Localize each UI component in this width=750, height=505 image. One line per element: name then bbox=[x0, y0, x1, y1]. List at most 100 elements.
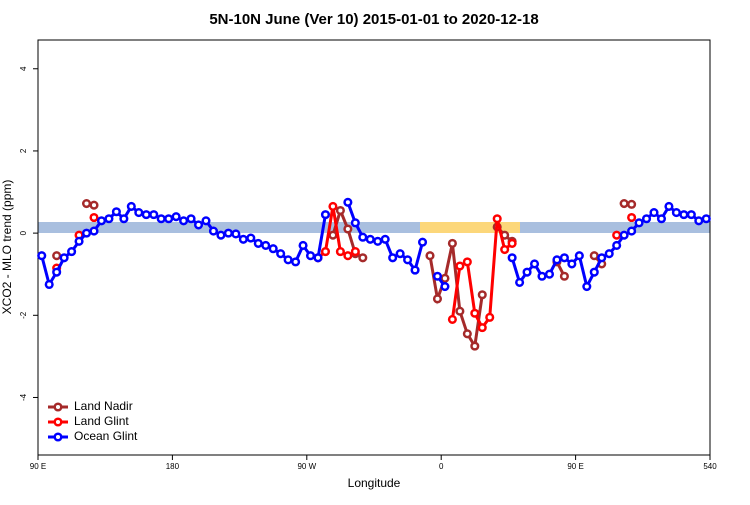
data-point bbox=[612, 240, 622, 250]
data-point bbox=[627, 212, 637, 223]
data-point bbox=[126, 201, 136, 211]
legend-label: Land Glint bbox=[74, 414, 129, 428]
data-point bbox=[328, 230, 338, 240]
data-point bbox=[582, 281, 592, 292]
data-point bbox=[37, 251, 47, 261]
x-tick-label: 90 W bbox=[297, 462, 316, 471]
data-point bbox=[656, 214, 667, 224]
data-point bbox=[507, 253, 517, 263]
data-point bbox=[365, 234, 375, 244]
data-point bbox=[597, 253, 607, 263]
data-point bbox=[522, 267, 532, 277]
data-point bbox=[500, 245, 510, 255]
map-land bbox=[420, 222, 520, 233]
data-point bbox=[320, 210, 331, 220]
data-point bbox=[74, 236, 84, 246]
data-point bbox=[44, 279, 54, 290]
data-point bbox=[52, 251, 62, 261]
y-tick-label: 4 bbox=[19, 66, 28, 71]
data-point bbox=[335, 205, 345, 216]
data-point bbox=[537, 271, 547, 281]
legend-marker bbox=[53, 432, 63, 442]
data-point bbox=[81, 228, 92, 238]
data-point bbox=[193, 220, 204, 230]
data-point bbox=[291, 257, 301, 267]
y-axis-label: XCO2 - MLO trend (ppm) bbox=[0, 180, 14, 315]
data-point bbox=[201, 216, 211, 226]
data-point bbox=[612, 230, 622, 240]
data-point bbox=[679, 210, 689, 220]
data-point bbox=[89, 226, 99, 236]
legend-marker bbox=[53, 402, 63, 412]
data-point bbox=[544, 269, 555, 279]
data-point bbox=[171, 212, 181, 222]
data-point bbox=[641, 214, 652, 224]
data-point bbox=[89, 200, 99, 210]
data-point bbox=[403, 255, 413, 265]
data-point bbox=[440, 273, 450, 283]
data-point bbox=[358, 253, 368, 263]
data-point bbox=[231, 229, 241, 239]
data-point bbox=[604, 249, 614, 259]
data-point bbox=[59, 253, 69, 263]
data-point bbox=[52, 267, 62, 277]
data-point bbox=[485, 312, 495, 322]
data-point bbox=[335, 247, 345, 257]
data-point bbox=[238, 234, 248, 244]
data-point bbox=[589, 267, 599, 277]
data-point bbox=[619, 198, 629, 209]
data-point bbox=[455, 306, 465, 316]
data-point bbox=[627, 199, 637, 209]
data-point bbox=[462, 329, 472, 339]
data-point bbox=[432, 271, 443, 281]
data-point bbox=[649, 208, 659, 218]
data-point bbox=[253, 238, 263, 248]
data-point bbox=[574, 251, 584, 261]
data-point bbox=[96, 216, 107, 226]
data-point bbox=[156, 214, 166, 224]
data-point bbox=[432, 294, 443, 304]
y-tick-label: 0 bbox=[19, 230, 28, 235]
data-point bbox=[619, 230, 629, 240]
data-point bbox=[261, 240, 271, 250]
y-tick-label: 2 bbox=[19, 148, 28, 153]
data-point bbox=[119, 214, 129, 224]
data-point bbox=[447, 314, 457, 324]
data-point bbox=[343, 251, 353, 261]
data-point bbox=[276, 249, 286, 259]
data-point bbox=[179, 216, 189, 226]
data-point bbox=[701, 214, 711, 224]
x-tick-label: 90 E bbox=[30, 462, 46, 471]
data-point bbox=[634, 218, 644, 228]
x-tick-label: 0 bbox=[439, 462, 444, 471]
data-point bbox=[440, 281, 450, 292]
chart-title: 5N-10N June (Ver 10) 2015-01-01 to 2020-… bbox=[209, 11, 538, 28]
data-point bbox=[477, 290, 487, 300]
data-point bbox=[627, 226, 637, 236]
y-tick-label: -2 bbox=[19, 311, 28, 319]
data-point bbox=[410, 265, 420, 275]
legend-label: Ocean Glint bbox=[74, 429, 138, 443]
data-point bbox=[111, 207, 121, 217]
data-point bbox=[358, 232, 368, 242]
data-point bbox=[343, 224, 353, 234]
data-point bbox=[470, 308, 480, 318]
data-point bbox=[462, 257, 472, 267]
data-point bbox=[694, 216, 704, 226]
data-point bbox=[470, 341, 480, 351]
data-point bbox=[246, 233, 256, 243]
data-point bbox=[686, 210, 696, 220]
data-point bbox=[425, 251, 435, 261]
data-point bbox=[388, 253, 398, 263]
x-axis-label: Longitude bbox=[348, 476, 401, 490]
data-point bbox=[455, 261, 465, 271]
data-point bbox=[89, 212, 99, 223]
data-point bbox=[268, 244, 278, 254]
data-point bbox=[380, 234, 390, 244]
data-point bbox=[134, 208, 144, 218]
data-point bbox=[529, 259, 540, 269]
data-point bbox=[559, 271, 569, 281]
data-point bbox=[671, 208, 681, 218]
